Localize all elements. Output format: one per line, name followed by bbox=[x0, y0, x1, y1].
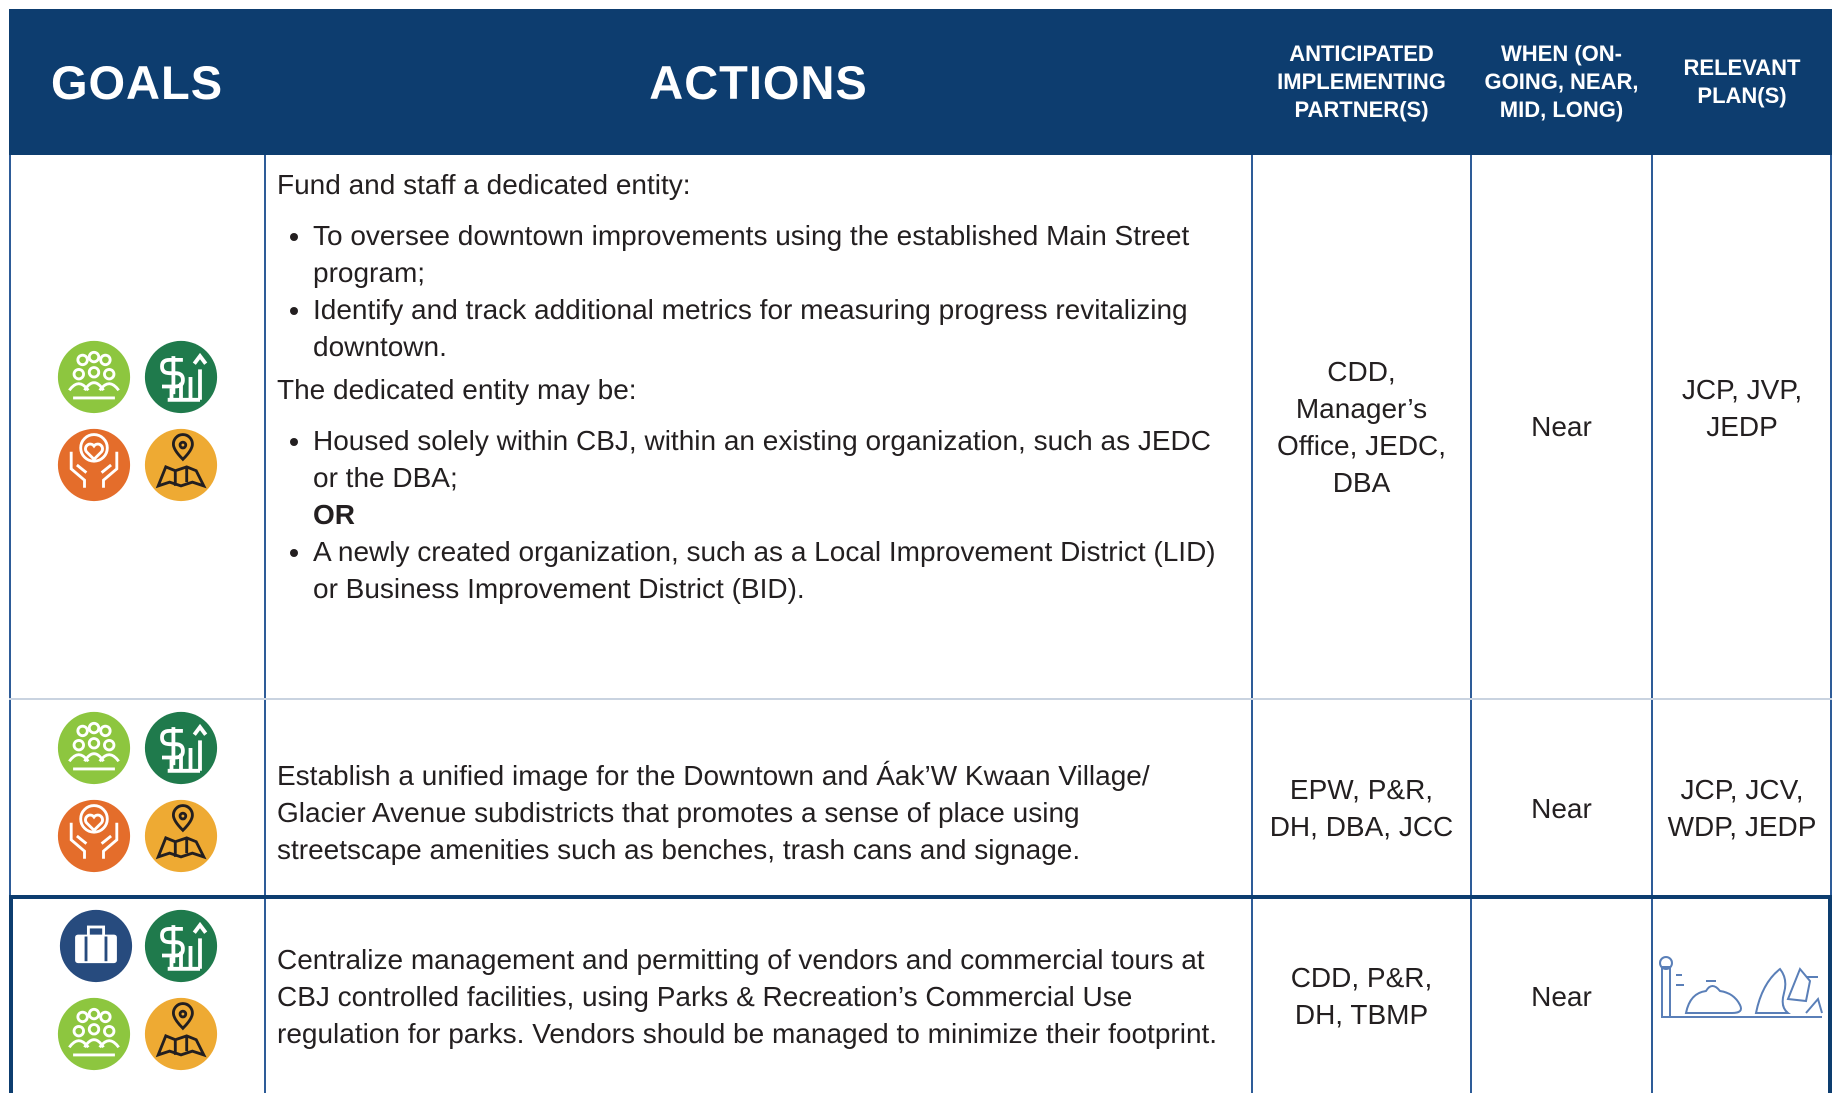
icon-community bbox=[56, 339, 132, 415]
column-line bbox=[1470, 155, 1472, 1093]
icon-care bbox=[56, 798, 132, 874]
column-line bbox=[1251, 155, 1253, 1093]
action-text: The dedicated entity may be: bbox=[277, 374, 637, 405]
header-actions: ACTIONS bbox=[265, 9, 1252, 155]
when-cell: Near bbox=[1531, 980, 1592, 1012]
row-highlight bbox=[9, 895, 1832, 1093]
header-plans: RELEVANT PLAN(S) bbox=[1652, 9, 1832, 155]
action-bullet: Housed solely within CBJ, within an exis… bbox=[313, 422, 1222, 496]
action-list: To oversee downtown improvements using t… bbox=[277, 217, 1222, 365]
icon-business bbox=[58, 908, 134, 984]
column-line bbox=[1651, 155, 1653, 1093]
action-list: A newly created organization, such as a … bbox=[277, 533, 1222, 607]
icon-economy bbox=[143, 908, 219, 984]
action-text: Fund and staff a dedicated entity: bbox=[277, 169, 691, 200]
action-or: OR bbox=[313, 499, 355, 530]
goal-icons bbox=[56, 710, 219, 874]
action-bullet: Identify and track additional metrics fo… bbox=[313, 291, 1222, 365]
row-line bbox=[9, 698, 1832, 700]
when-cell: Near bbox=[1531, 411, 1592, 442]
actions-cell: Centralize management and permitting of … bbox=[277, 943, 1218, 1049]
partners-cell: EPW, P&R, DH, DBA, JCC bbox=[1269, 774, 1454, 842]
icon-care bbox=[56, 427, 132, 503]
column-line bbox=[264, 155, 266, 1093]
icon-place bbox=[143, 996, 219, 1072]
header-goals: GOALS bbox=[9, 9, 265, 155]
icon-place bbox=[143, 798, 219, 874]
goal-icons bbox=[56, 339, 219, 503]
icon-economy bbox=[143, 339, 219, 415]
plans-cell: JCP, JVP, JEDP bbox=[1681, 374, 1803, 442]
actions-cell: Fund and staff a dedicated entity: To ov… bbox=[265, 166, 1252, 613]
icon-economy bbox=[143, 710, 219, 786]
column-line bbox=[9, 155, 11, 1093]
actions-cell: Establish a unified image for the Downto… bbox=[277, 759, 1150, 865]
icon-community bbox=[56, 996, 132, 1072]
partners-cell: CDD, Manager’s Office, JEDC, DBA bbox=[1276, 355, 1447, 498]
column-line bbox=[1830, 155, 1832, 1093]
plan-illustration bbox=[1659, 956, 1823, 1018]
icon-place bbox=[143, 427, 219, 503]
action-bullet: To oversee downtown improvements using t… bbox=[313, 217, 1222, 291]
header-when: WHEN (ON-GOING, NEAR, MID, LONG) bbox=[1471, 9, 1652, 155]
header-partners: ANTICIPATED IMPLEMENTING PARTNER(S) bbox=[1252, 9, 1471, 155]
partners-cell: CDD, P&R, DH, TBMP bbox=[1290, 962, 1433, 1030]
icon-community bbox=[56, 710, 132, 786]
action-bullet: A newly created organization, such as a … bbox=[313, 533, 1222, 607]
when-cell: Near bbox=[1531, 792, 1592, 824]
goal-icons bbox=[56, 908, 219, 1072]
plans-cell: JCP, JCV, WDP, JEDP bbox=[1667, 774, 1817, 842]
action-list: Housed solely within CBJ, within an exis… bbox=[277, 422, 1222, 496]
